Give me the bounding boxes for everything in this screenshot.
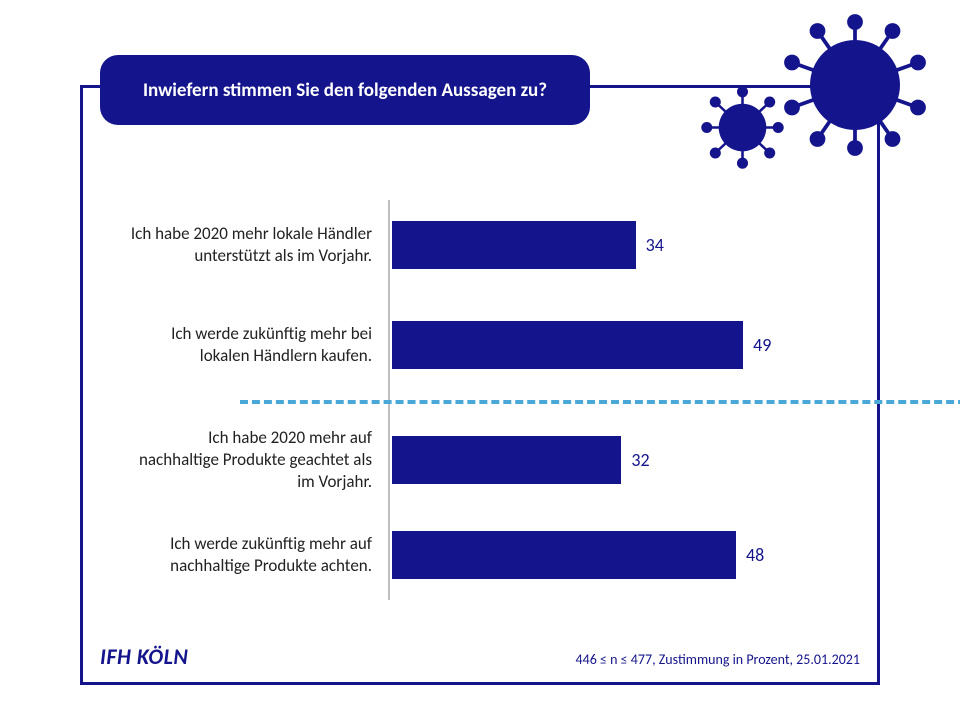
chart-row: Ich werde zukünftig mehr auf nachhaltige… (130, 510, 830, 600)
bar (392, 436, 621, 484)
bar-value-label: 49 (753, 334, 771, 356)
section-divider (240, 400, 960, 404)
bar (392, 531, 736, 579)
chart-row: Ich werde zukünftig mehr bei lokalen Hän… (130, 300, 830, 390)
bar-value-label: 32 (631, 449, 649, 471)
brand-logo: IFH KÖLN (100, 643, 188, 670)
chart-row: Ich habe 2020 mehr auf nachhaltige Produ… (130, 415, 830, 505)
bar-track: 49 (392, 321, 830, 369)
bar (392, 321, 743, 369)
category-label: Ich habe 2020 mehr auf nachhaltige Produ… (130, 427, 380, 493)
category-label: Ich werde zukünftig mehr bei lokalen Hän… (130, 323, 380, 367)
chart-title-pill: Inwiefern stimmen Sie den folgenden Auss… (100, 55, 590, 125)
bar-track: 48 (392, 531, 830, 579)
bar-value-label: 34 (646, 234, 664, 256)
virus-icon (700, 85, 785, 170)
bar-track: 32 (392, 436, 830, 484)
chart-row: Ich habe 2020 mehr lokale Händler unters… (130, 200, 830, 290)
footer-note: 446 ≤ n ≤ 477, Zustimmung in Prozent, 25… (576, 651, 860, 668)
chart-title: Inwiefern stimmen Sie den folgenden Auss… (143, 79, 547, 102)
category-label: Ich habe 2020 mehr lokale Händler unters… (130, 223, 380, 267)
category-label: Ich werde zukünftig mehr auf nachhaltige… (130, 533, 380, 577)
virus-icon (780, 10, 930, 160)
bar (392, 221, 636, 269)
bar-chart: Ich habe 2020 mehr lokale Händler unters… (130, 200, 830, 600)
bar-track: 34 (392, 221, 830, 269)
bar-value-label: 48 (746, 544, 764, 566)
